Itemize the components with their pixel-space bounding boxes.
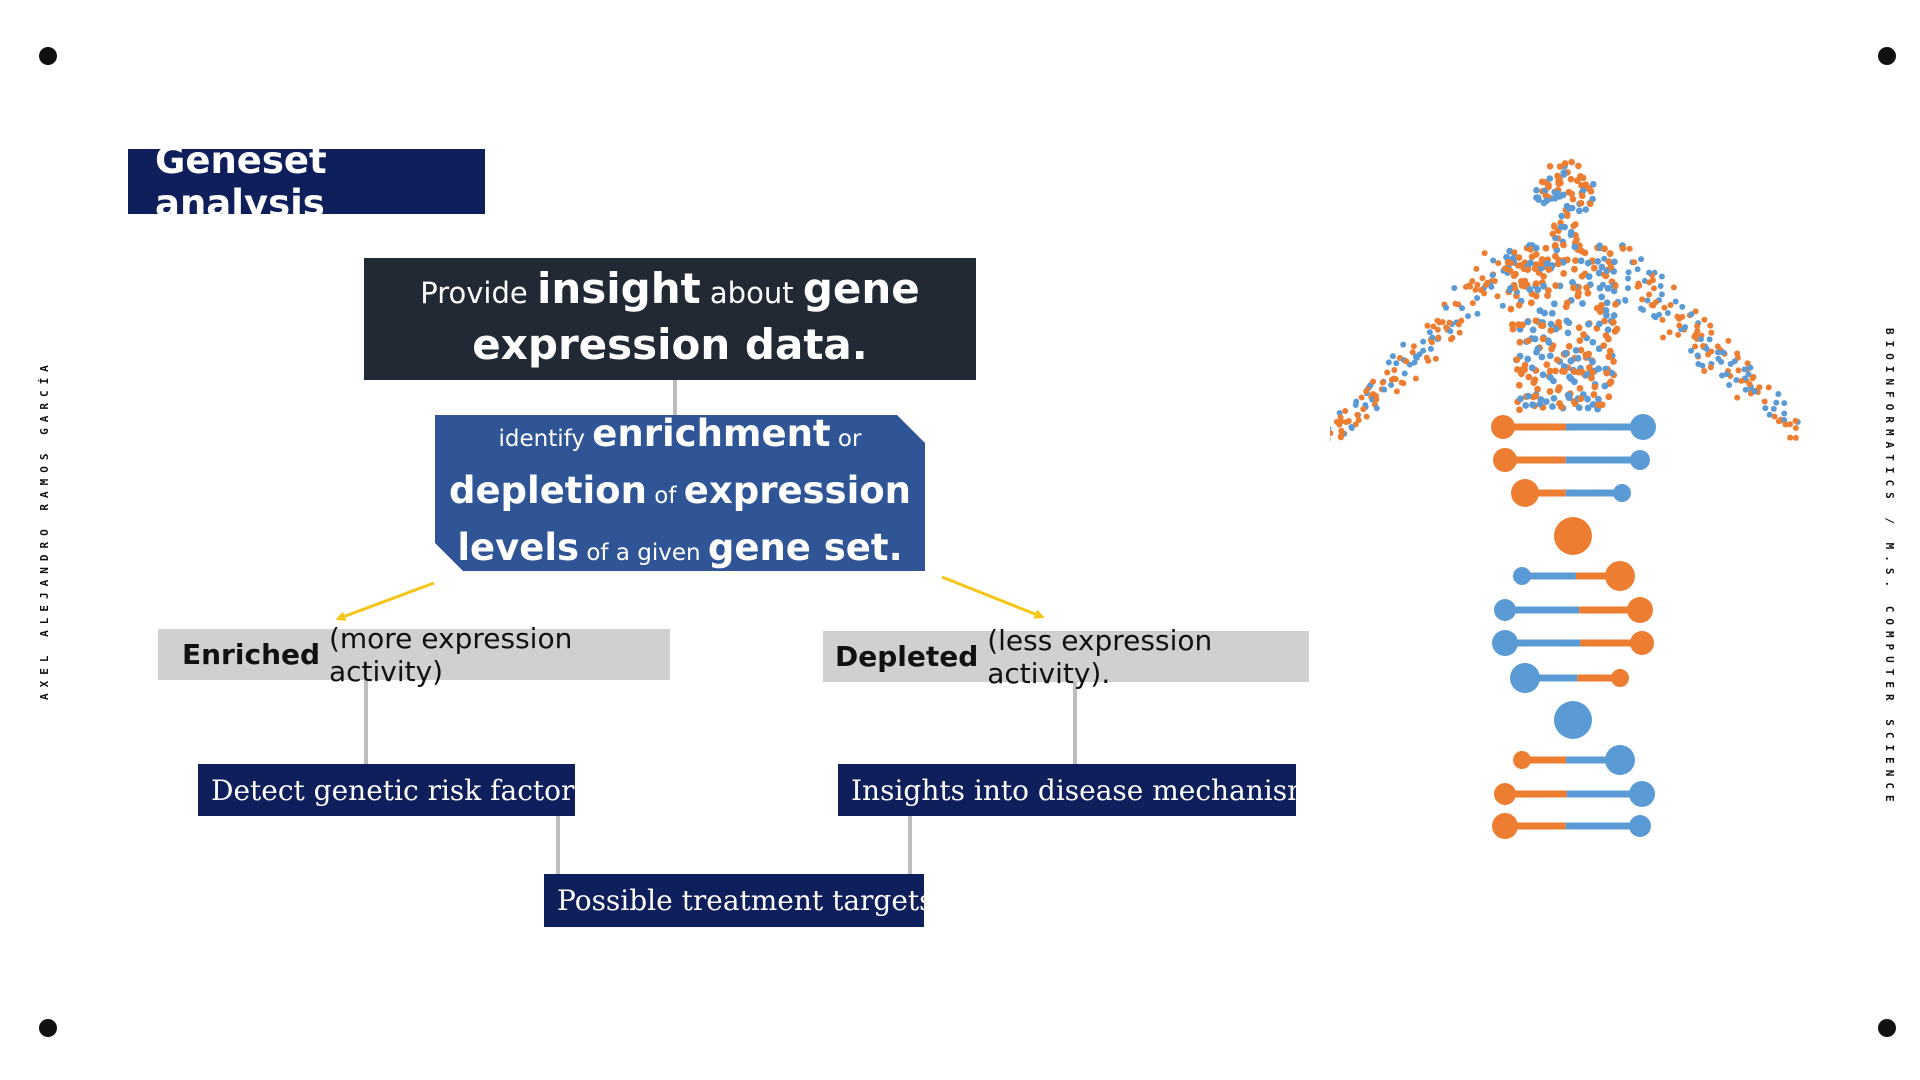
arrow-to-enriched (335, 581, 435, 621)
insight-word: gene (802, 264, 920, 313)
dna-human-figure-icon (1330, 158, 1801, 839)
insight-word: about (709, 276, 794, 310)
corner-dot (39, 1019, 57, 1037)
disease-mechanisms-box: Insights into disease mechanisms (838, 764, 1328, 816)
treatment-targets-box: Possible treatment targets (544, 874, 934, 927)
connector-line (1073, 680, 1077, 764)
corner-dot (1878, 1019, 1896, 1037)
depleted-desc: (less expression activity). (987, 623, 1213, 690)
enriched-desc: (more expression activity) (328, 621, 573, 688)
insight-word: insight (536, 264, 701, 313)
insight-word: Provide (420, 276, 528, 310)
depleted-box: Depleted (less expression activity). (823, 624, 1309, 690)
depleted-label: Depleted (835, 640, 979, 673)
enriched-box: Enriched (more expression activity) (158, 622, 670, 688)
insight-box: Provide insight about gene expression da… (364, 258, 976, 380)
connector-line (673, 380, 677, 415)
enrichment-word: of (654, 482, 677, 509)
corner-dot (39, 47, 57, 65)
arrow-to-depleted (941, 575, 1045, 619)
connector-line (556, 816, 560, 874)
enrichment-word: or (837, 425, 862, 452)
enrichment-word: gene set. (707, 525, 903, 569)
insight-word: expression data. (472, 320, 868, 369)
enrichment-box: identify enrichment or depletion of expr… (435, 415, 925, 571)
connector-line (364, 678, 368, 765)
enrichment-word: depletion (448, 468, 647, 512)
enrichment-word: enrichment (592, 411, 831, 455)
enrichment-word: identify (498, 425, 585, 452)
enriched-label: Enriched (182, 638, 321, 671)
risk-factors-box: Detect genetic risk factors (198, 764, 589, 816)
enrichment-word: of a given (586, 539, 701, 566)
corner-dot (1878, 47, 1896, 65)
enrichment-word: levels (457, 525, 580, 569)
enrichment-word: expression (683, 468, 912, 512)
connector-line (908, 816, 912, 874)
